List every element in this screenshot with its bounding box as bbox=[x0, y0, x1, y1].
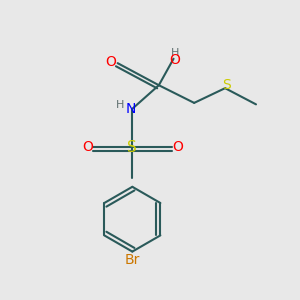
Text: O: O bbox=[169, 53, 181, 67]
Text: S: S bbox=[222, 78, 231, 92]
Text: O: O bbox=[82, 140, 93, 154]
Text: O: O bbox=[172, 140, 183, 154]
Text: Br: Br bbox=[124, 253, 140, 267]
Text: O: O bbox=[105, 55, 116, 69]
Text: N: N bbox=[126, 102, 136, 116]
Text: S: S bbox=[128, 140, 137, 154]
Text: H: H bbox=[171, 48, 179, 59]
Text: H: H bbox=[116, 100, 124, 110]
